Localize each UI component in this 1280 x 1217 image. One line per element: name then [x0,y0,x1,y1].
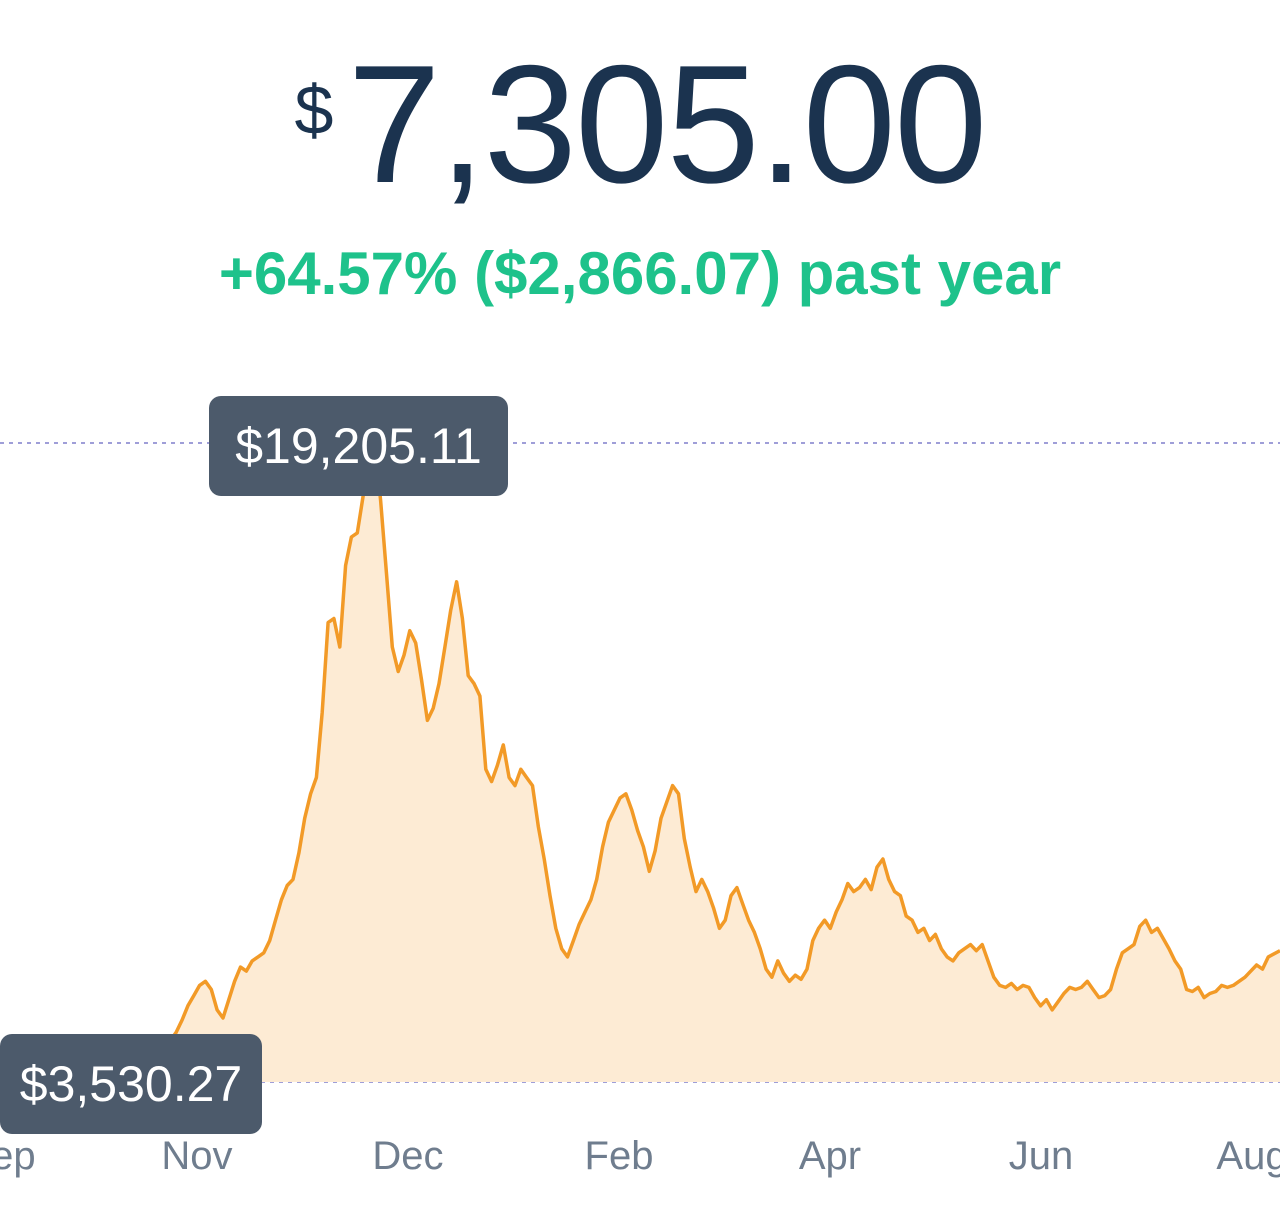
x-tick-sep: Sep [0,1134,36,1178]
price-value: 7,305.00 [347,30,987,218]
x-tick-nov: Nov [161,1134,233,1178]
x-tick-aug: Aug [1216,1134,1280,1178]
x-tick-dec: Dec [372,1134,444,1178]
min-price-tooltip: $3,530.27 [0,1034,262,1134]
x-tick-apr: Apr [798,1134,862,1178]
price-area [112,443,1280,1082]
price-line [111,441,1280,1084]
price-change: +64.57% ($2,866.07) past year [218,240,1062,307]
x-tick-feb: Feb [584,1134,654,1178]
max-price-tooltip: $19,205.11 [209,396,508,496]
x-tick-jun: Jun [1008,1134,1074,1178]
currency-symbol: $ [294,71,334,149]
current-price: $7,305.00 [0,40,1280,208]
